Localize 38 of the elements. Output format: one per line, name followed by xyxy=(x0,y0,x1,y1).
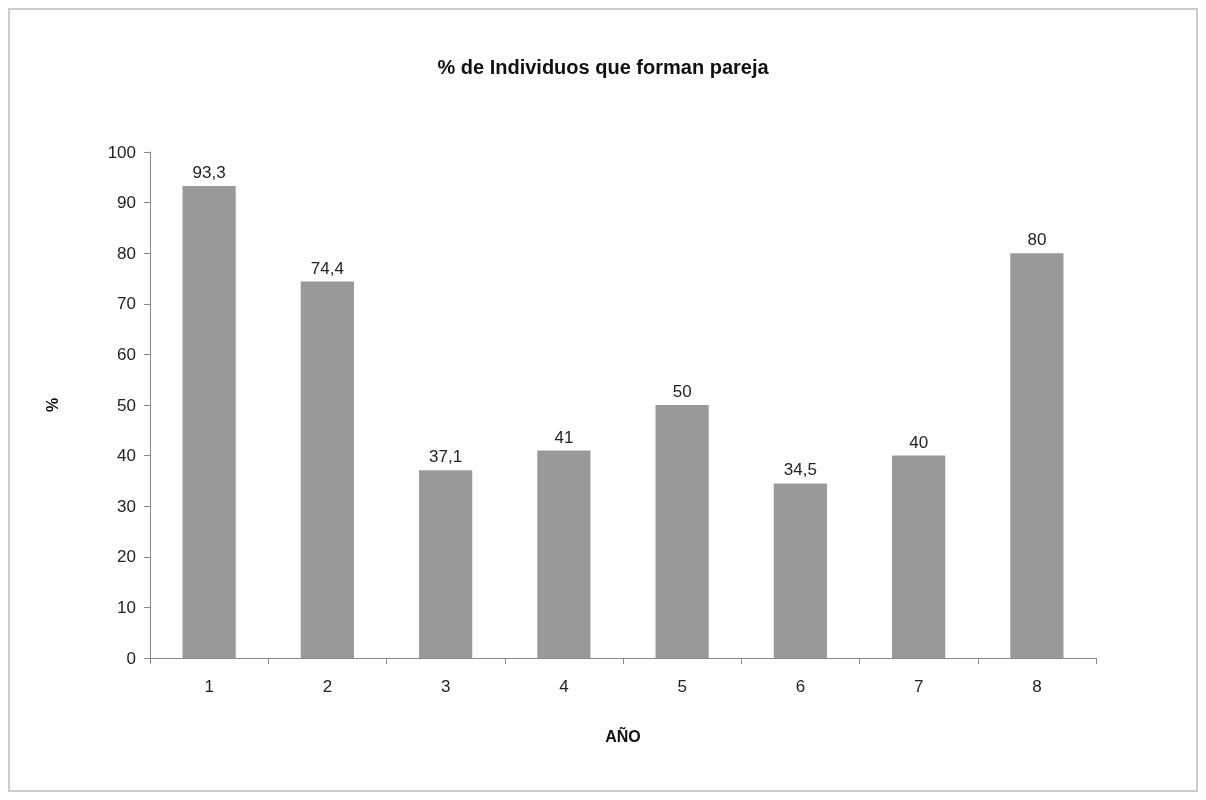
bar xyxy=(182,185,236,658)
bar xyxy=(1010,253,1064,658)
y-tick-label: 100 xyxy=(107,142,136,162)
y-tick-label: 60 xyxy=(117,344,136,364)
y-tick-label: 50 xyxy=(117,395,136,415)
bar xyxy=(537,450,591,658)
y-tick-label: 40 xyxy=(117,446,136,466)
y-axis-title: % xyxy=(43,397,61,413)
data-label: 37,1 xyxy=(429,447,463,467)
data-label: 93,3 xyxy=(192,162,226,182)
y-tick-label: 30 xyxy=(117,496,136,516)
y-tick-label: 0 xyxy=(126,648,136,668)
bar xyxy=(419,470,473,658)
y-tick-label: 20 xyxy=(117,547,136,567)
bar xyxy=(892,455,946,658)
data-label: 50 xyxy=(672,382,692,401)
y-tick-label: 10 xyxy=(117,597,136,617)
data-label: 74,4 xyxy=(310,258,344,278)
y-tick-label: 90 xyxy=(117,193,136,213)
x-tick-label: 3 xyxy=(440,677,451,696)
data-label: 41 xyxy=(554,427,574,447)
data-label: 80 xyxy=(1027,230,1047,250)
x-tick-label: 6 xyxy=(795,677,806,696)
x-tick-label: 8 xyxy=(1032,677,1042,696)
y-tick-label: 80 xyxy=(117,243,136,263)
x-tick-label: 5 xyxy=(677,677,687,696)
x-tick-label: 1 xyxy=(204,677,214,696)
y-tick-label: 70 xyxy=(117,294,136,314)
x-tick-label: 7 xyxy=(913,677,924,696)
bar xyxy=(300,281,354,658)
x-tick-label: 2 xyxy=(322,677,333,696)
data-label: 40 xyxy=(909,432,929,452)
data-label: 34,5 xyxy=(783,460,817,480)
chart-title: % de Individuos que forman pareja xyxy=(437,56,770,78)
bar xyxy=(655,405,709,658)
bar xyxy=(773,483,827,658)
x-tick-label: 4 xyxy=(559,677,569,696)
x-axis-title: AÑO xyxy=(605,725,641,745)
